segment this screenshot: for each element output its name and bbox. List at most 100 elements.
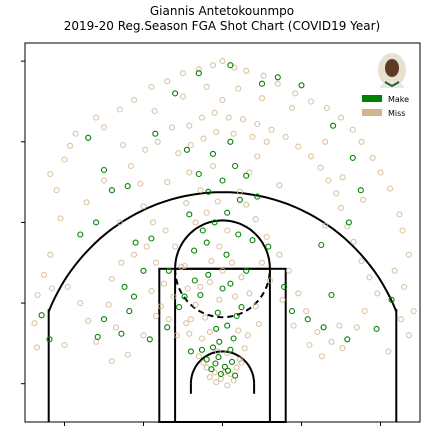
shot-make [172,90,179,97]
shot-miss [258,95,266,102]
shot-make [227,62,234,69]
shot-miss [66,142,74,149]
shot-make [124,183,131,190]
shot-make [288,308,296,315]
shot-miss [295,143,302,150]
shot-make [224,209,231,216]
shot-make [208,366,215,373]
shot-miss [151,108,158,115]
shot-miss [268,126,275,133]
shot-miss [208,258,215,265]
shot-miss [211,109,218,116]
shot-make [219,285,226,292]
shot-miss [33,344,40,351]
shot-miss [350,238,357,245]
shot-miss [183,320,190,327]
shot-miss [124,351,131,358]
shot-miss [206,329,213,336]
shot-miss [130,96,138,103]
shot-miss [154,138,161,145]
shot-miss [197,187,204,194]
shot-miss [358,138,365,145]
shot-miss [200,359,207,366]
shot-miss [252,303,259,310]
shot-make [344,336,351,343]
shot-miss [186,330,193,337]
shot-make [199,227,206,234]
shot-miss [337,204,345,211]
shot-miss [172,243,179,250]
shot-miss [209,62,217,69]
shot-miss [236,188,243,195]
shot-miss [130,251,138,258]
shot-miss [206,279,213,286]
shot-miss [292,90,299,97]
shot-miss [405,332,412,339]
shot-make [227,346,234,353]
shot-make [373,325,380,332]
shot-miss [238,274,245,281]
shot-make [152,130,159,137]
shot-miss [290,322,297,329]
shot-miss [105,301,112,308]
shot-miss [47,251,54,258]
shot-miss [263,233,270,240]
shot-make [243,172,250,179]
shot-miss [198,114,206,121]
shot-make [243,267,250,274]
shot-make [274,74,281,81]
shot-miss [143,243,150,250]
shot-miss [303,308,310,315]
shot-make [357,187,364,194]
shot-make [320,324,327,331]
shot-miss [377,169,384,176]
shot-miss [337,114,345,121]
shot-make [281,283,288,290]
shot-make [121,283,128,290]
shot-miss [323,104,330,111]
shot-miss [165,316,172,323]
shot-make [38,312,45,319]
shot-make [233,312,240,320]
legend: Make Miss [362,95,409,118]
shot-miss [244,332,251,339]
shot-miss [246,290,253,297]
shot-miss [391,267,398,274]
shot-miss [108,358,115,365]
shot-miss [200,135,207,142]
player-head [385,59,399,77]
shot-make [176,304,183,311]
shot-make [249,237,256,244]
shot-miss [186,169,193,176]
shot-miss [162,227,169,234]
shot-make [224,367,232,374]
shot-make [205,188,212,195]
shot-miss [195,353,202,360]
shot-miss [57,215,64,222]
shot-miss [119,141,127,149]
shot-miss [149,219,157,226]
shot-miss [224,227,231,234]
shot-miss [235,327,242,334]
shot-make [219,177,226,184]
shot-make [227,138,234,145]
shot-miss [307,153,315,160]
shot-miss [153,312,160,320]
shot-miss [276,182,283,189]
shot-make [191,247,198,254]
shot-miss [116,106,123,113]
chart-subtitle: 2019-20 Reg.Season FGA Shot Chart (COVID… [63,19,381,33]
three-point-arc [47,191,398,312]
restricted-area-arc [189,350,256,384]
legend-miss-label: Miss [388,109,405,118]
shot-miss [401,283,408,290]
shot-make [213,325,220,332]
shot-miss [85,317,92,324]
shot-miss [224,350,231,357]
shot-miss [170,293,177,300]
shot-miss [235,85,242,92]
shot-miss [258,259,266,266]
shot-make [195,170,202,178]
shot-make [126,308,133,315]
shot-miss [282,133,289,140]
